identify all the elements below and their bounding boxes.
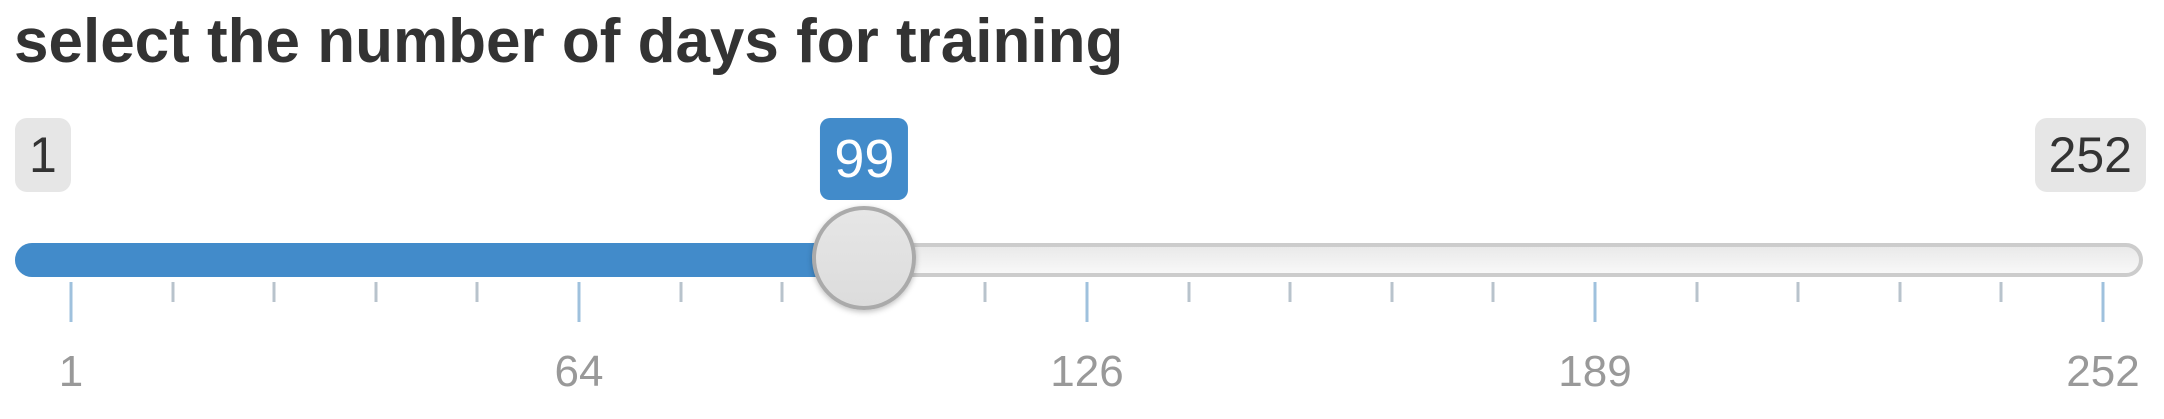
grid-minor-tick <box>1390 282 1394 302</box>
grid-minor-tick <box>1898 282 1902 302</box>
slider-max-label: 252 <box>2034 118 2146 192</box>
grid-minor-tick <box>374 282 378 302</box>
grid-minor-tick <box>679 282 683 302</box>
grid-minor-tick <box>1491 282 1495 302</box>
grid-minor-tick <box>983 282 987 302</box>
slider-min-label: 1 <box>15 118 71 192</box>
grid-major-tick <box>2101 282 2105 322</box>
grid-minor-tick <box>1695 282 1699 302</box>
grid-major-tick <box>1085 282 1089 322</box>
slider-fill-bar <box>15 243 865 277</box>
grid-minor-tick <box>1187 282 1191 302</box>
slider-title: select the number of days for training <box>14 7 1124 76</box>
grid-tick-label: 126 <box>1050 347 1124 396</box>
grid-minor-tick <box>1288 282 1292 302</box>
grid-major-tick <box>1593 282 1597 322</box>
grid-major-tick <box>577 282 581 322</box>
grid-tick-label: 189 <box>1558 347 1632 396</box>
grid-minor-tick <box>780 282 784 302</box>
grid-minor-tick <box>1999 282 2003 302</box>
grid-minor-tick <box>272 282 276 302</box>
grid-minor-tick <box>475 282 479 302</box>
grid-tick-label: 252 <box>2066 347 2140 396</box>
grid-minor-tick <box>1796 282 1800 302</box>
grid-tick-label: 64 <box>554 347 604 396</box>
grid-tick-label: 1 <box>58 347 84 396</box>
slider-handle[interactable] <box>812 206 917 310</box>
grid-minor-tick <box>171 282 175 302</box>
slider-value-label: 99 <box>820 118 909 200</box>
grid-major-tick <box>69 282 73 322</box>
